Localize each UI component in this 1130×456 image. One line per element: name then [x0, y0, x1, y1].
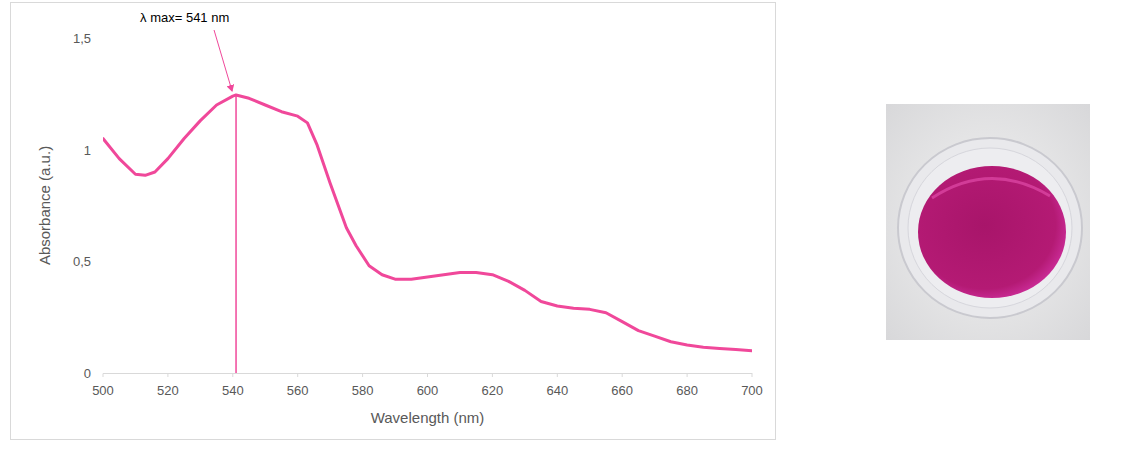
spectrum-line [103, 95, 752, 351]
x-tick [362, 373, 363, 377]
y-tick [99, 38, 103, 39]
liquid-meniscus [932, 178, 1050, 198]
x-tick-label: 640 [546, 383, 568, 398]
x-tick-label: 540 [222, 383, 244, 398]
x-tick [687, 373, 688, 377]
x-tick [492, 373, 493, 377]
annotation-arrow [214, 30, 232, 91]
plot-area [103, 95, 752, 373]
x-axis-title: Wavelength (nm) [371, 409, 485, 426]
x-tick [427, 373, 428, 377]
x-tick [103, 373, 104, 377]
annotation-text: λ max= 541 nm [140, 10, 229, 25]
y-tick [99, 149, 103, 150]
chart-frame [11, 3, 776, 440]
x-tick-label: 620 [482, 383, 504, 398]
sample-photo [886, 104, 1090, 340]
y-tick-label: 0 [84, 366, 91, 381]
y-tick-label: 0,5 [73, 254, 91, 269]
x-tick [232, 373, 233, 377]
y-tick-label: 1,5 [73, 31, 91, 46]
x-tick-label: 660 [611, 383, 633, 398]
x-tick [167, 373, 168, 377]
y-tick-label: 1 [84, 143, 91, 158]
lambda-max-line [235, 95, 237, 373]
y-tick [99, 373, 103, 374]
x-tick-label: 520 [157, 383, 179, 398]
y-axis-title: Absorbance (a.u.) [36, 146, 53, 265]
x-tick [297, 373, 298, 377]
photo-background [886, 104, 1090, 340]
dish-liquid [918, 166, 1066, 298]
dish-rim [898, 138, 1082, 318]
x-tick [752, 373, 753, 377]
y-tick [99, 261, 103, 262]
x-tick-label: 680 [676, 383, 698, 398]
x-tick-label: 560 [287, 383, 309, 398]
x-tick [557, 373, 558, 377]
x-tick-label: 580 [352, 383, 374, 398]
canvas: 500 520 540 560 580 600 620 640 660 680 700 0 0,5 1 1,… [0, 0, 1130, 456]
y-axis-line [102, 38, 103, 373]
x-tick-label: 500 [92, 383, 114, 398]
x-tick-label: 600 [417, 383, 439, 398]
dish-inner [908, 148, 1072, 308]
page: 500 520 540 560 580 600 620 640 660 680 700 0 0,5 1 1,… [0, 0, 1130, 456]
x-tick-label: 700 [741, 383, 763, 398]
x-tick [622, 373, 623, 377]
